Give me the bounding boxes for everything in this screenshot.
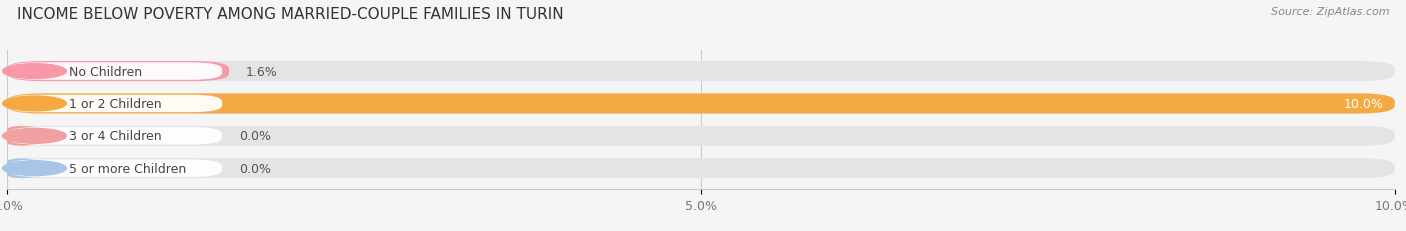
Circle shape bbox=[3, 129, 66, 144]
Text: 1 or 2 Children: 1 or 2 Children bbox=[69, 97, 162, 110]
Circle shape bbox=[3, 64, 66, 79]
Text: 5 or more Children: 5 or more Children bbox=[69, 162, 186, 175]
Text: 10.0%: 10.0% bbox=[1344, 97, 1384, 110]
FancyBboxPatch shape bbox=[7, 62, 1395, 82]
FancyBboxPatch shape bbox=[7, 160, 222, 177]
Text: 3 or 4 Children: 3 or 4 Children bbox=[69, 130, 162, 143]
FancyBboxPatch shape bbox=[7, 62, 229, 82]
FancyBboxPatch shape bbox=[7, 95, 222, 113]
FancyBboxPatch shape bbox=[7, 158, 1395, 179]
Text: INCOME BELOW POVERTY AMONG MARRIED-COUPLE FAMILIES IN TURIN: INCOME BELOW POVERTY AMONG MARRIED-COUPL… bbox=[17, 7, 564, 22]
FancyBboxPatch shape bbox=[7, 63, 222, 80]
Circle shape bbox=[3, 97, 66, 111]
FancyBboxPatch shape bbox=[7, 128, 222, 145]
FancyBboxPatch shape bbox=[7, 126, 1395, 146]
Circle shape bbox=[3, 161, 66, 176]
Text: 0.0%: 0.0% bbox=[239, 130, 271, 143]
Text: Source: ZipAtlas.com: Source: ZipAtlas.com bbox=[1271, 7, 1389, 17]
FancyBboxPatch shape bbox=[7, 158, 38, 179]
FancyBboxPatch shape bbox=[7, 94, 1395, 114]
Text: No Children: No Children bbox=[69, 65, 142, 78]
Text: 1.6%: 1.6% bbox=[246, 65, 277, 78]
Text: 0.0%: 0.0% bbox=[239, 162, 271, 175]
FancyBboxPatch shape bbox=[7, 94, 1395, 114]
FancyBboxPatch shape bbox=[7, 126, 38, 146]
